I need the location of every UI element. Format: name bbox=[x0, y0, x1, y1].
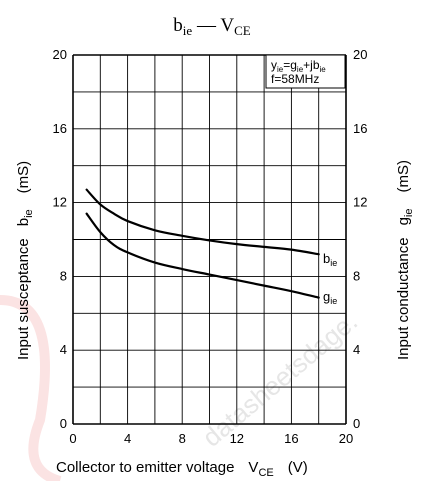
y-tick-label-right: 4 bbox=[353, 342, 360, 357]
title-dash: — V bbox=[192, 15, 234, 36]
series-label-gie: gie bbox=[323, 289, 337, 306]
y-tick-label-right: 20 bbox=[353, 47, 367, 62]
title-main: b bbox=[173, 15, 183, 36]
x-tick-label: 16 bbox=[284, 431, 298, 446]
x-tick-label: 4 bbox=[124, 431, 131, 446]
grid bbox=[72, 54, 347, 425]
annotation-line1: yie=gie+jbie bbox=[271, 58, 326, 74]
y-tick-label-right: 12 bbox=[353, 195, 367, 210]
watermark-arc bbox=[0, 295, 62, 481]
y-tick-label-left: 0 bbox=[60, 416, 67, 431]
x-tick-label: 8 bbox=[179, 431, 186, 446]
chart-title: bie — VCE bbox=[173, 15, 250, 38]
series-label-bie: bie bbox=[323, 251, 337, 268]
x-axis-label: Collector to emitter voltage VCE (V) bbox=[56, 459, 308, 479]
series-line-bie bbox=[85, 188, 320, 256]
y-axis-right-ticks: 0 4 8 12 16 20 bbox=[353, 47, 367, 431]
series-line-gie bbox=[85, 212, 320, 299]
x-tick-label: 12 bbox=[230, 431, 244, 446]
y-tick-label-right: 16 bbox=[353, 121, 367, 136]
title-sub: ie bbox=[183, 23, 193, 38]
y-axis-left-ticks: 0 4 8 12 16 20 bbox=[53, 47, 67, 431]
y-axis-right-label: Input conductancegie(mS) bbox=[395, 160, 415, 360]
y-tick-label-left: 12 bbox=[53, 195, 67, 210]
y-tick-label-left: 16 bbox=[53, 121, 67, 136]
y-axis-left-label: Input susceptancebie(mS) bbox=[15, 161, 35, 360]
x-tick-label: 0 bbox=[69, 431, 76, 446]
y-tick-label-left: 8 bbox=[60, 268, 67, 283]
y-tick-label-right: 8 bbox=[353, 268, 360, 283]
y-tick-label-left: 4 bbox=[60, 342, 67, 357]
annotation-line2: f=58MHz bbox=[271, 72, 319, 86]
y-tick-label-right: 0 bbox=[353, 416, 360, 431]
series-layer bbox=[85, 188, 320, 299]
y-tick-label-left: 20 bbox=[53, 47, 67, 62]
x-tick-label: 20 bbox=[339, 431, 353, 446]
title-sub2: CE bbox=[234, 23, 251, 38]
x-axis-ticks: 0 4 8 12 16 20 bbox=[69, 431, 353, 446]
annotation-box bbox=[265, 54, 346, 89]
